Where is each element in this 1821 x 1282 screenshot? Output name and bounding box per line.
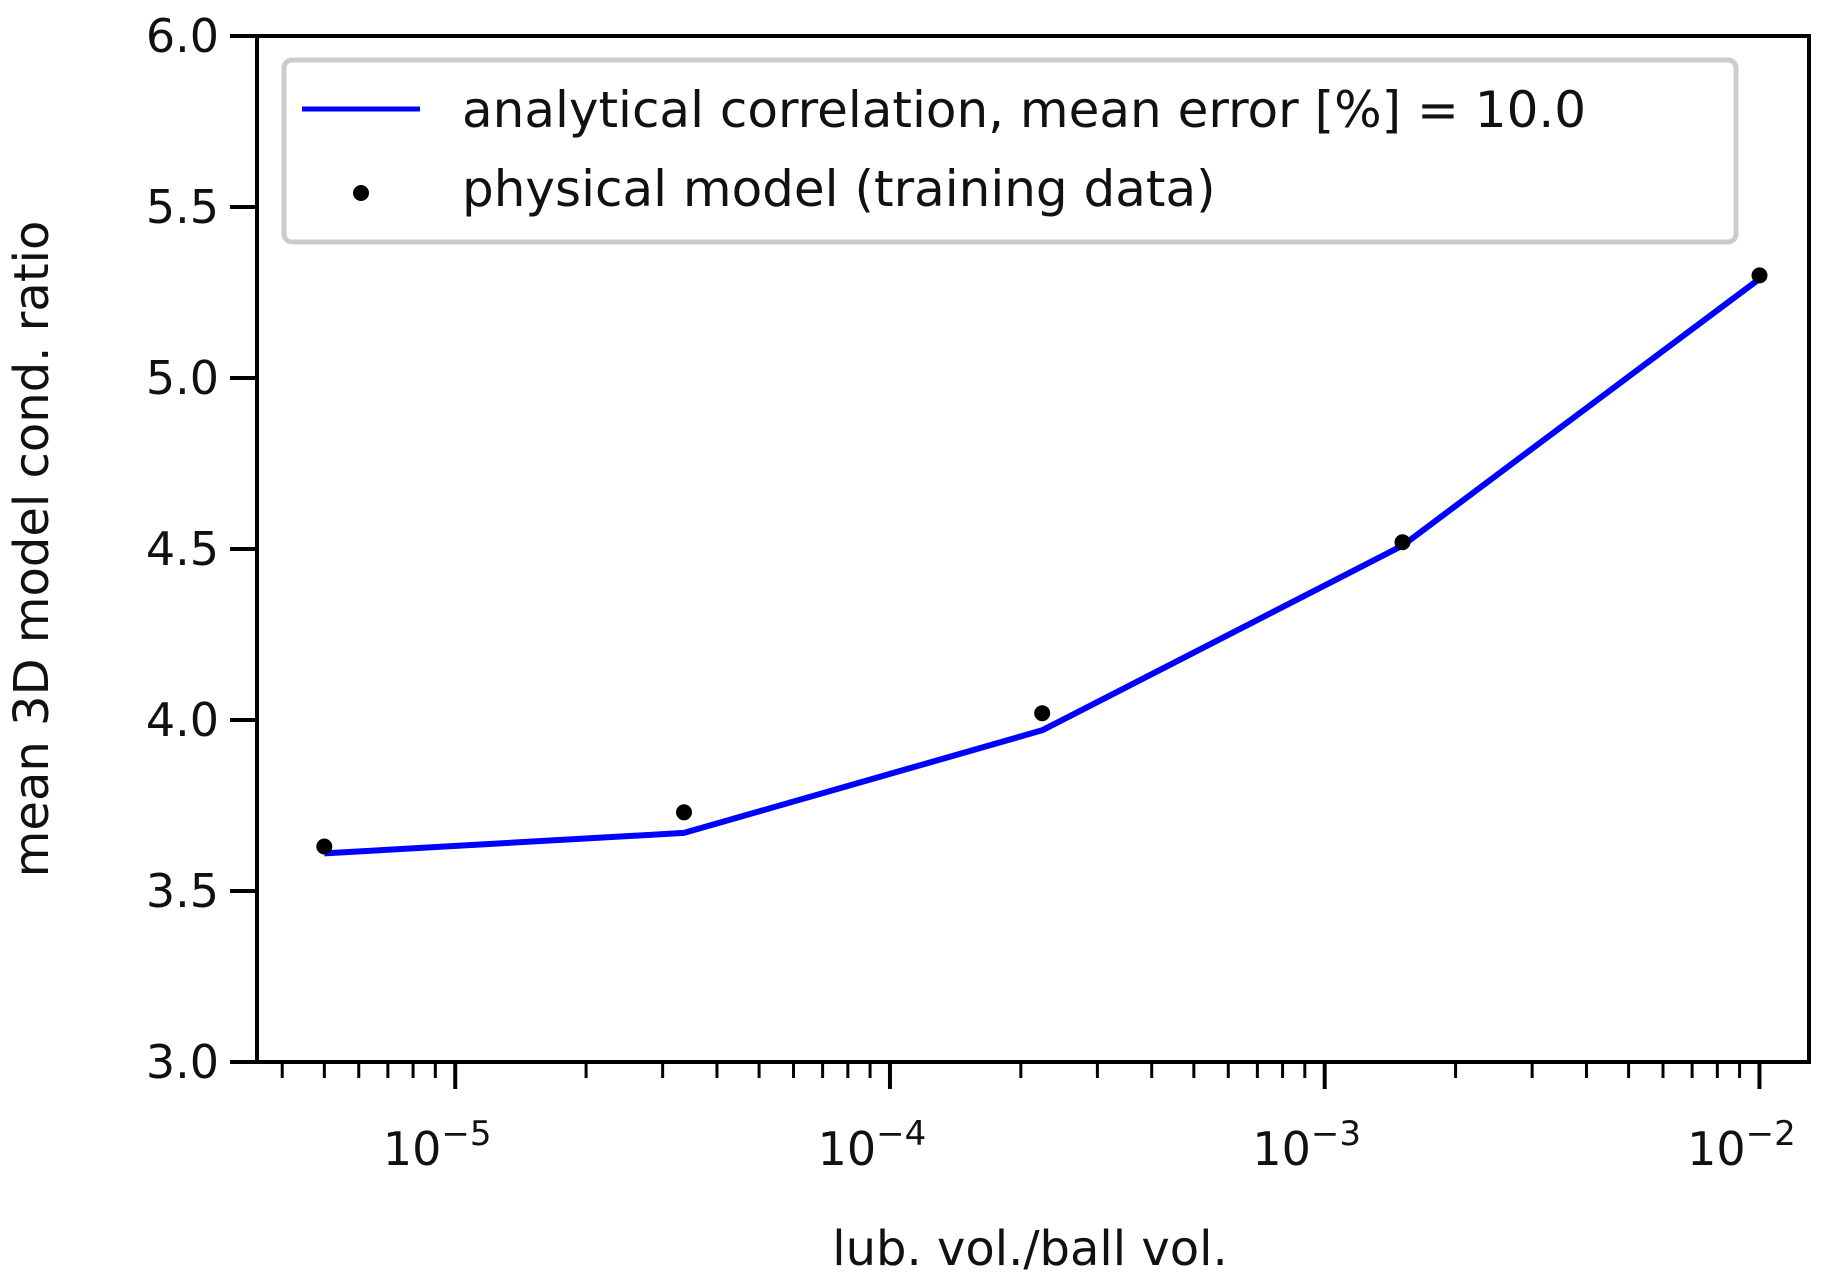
x-tick-label: 10−4 <box>818 1114 927 1176</box>
legend: analytical correlation, mean error [%] =… <box>281 57 1739 245</box>
x-minor-ticks <box>280 1062 1742 1078</box>
legend-marker-swatch <box>353 185 369 201</box>
y-tick-label: 4.5 <box>146 522 219 576</box>
x-tick-label-exponent: −3 <box>1311 1114 1361 1154</box>
data-point-physical <box>316 838 333 855</box>
x-tick-label: 10−2 <box>1687 1114 1796 1176</box>
x-tick-label-exponent: −2 <box>1746 1114 1796 1154</box>
legend-label-analytical: analytical correlation, mean error [%] =… <box>462 81 1586 139</box>
y-axis-label: mean 3D model cond. ratio <box>4 221 60 878</box>
x-axis-ticks: 10−5 10−4 10−3 10−2 <box>383 1062 1796 1176</box>
y-tick-label: 5.5 <box>146 180 219 234</box>
y-tick-label: 6.0 <box>146 9 219 63</box>
data-point-physical <box>1034 705 1051 722</box>
x-tick-label-base: 10 <box>818 1122 877 1176</box>
data-point-physical <box>1394 534 1411 551</box>
y-tick-label: 4.0 <box>146 693 219 747</box>
legend-box <box>281 57 1739 245</box>
legend-label-physical: physical model (training data) <box>462 160 1216 218</box>
x-tick-label-base: 10 <box>1687 1122 1746 1176</box>
x-tick-label-base: 10 <box>1252 1122 1311 1176</box>
data-point-physical <box>676 804 692 821</box>
plot-frame <box>255 34 1811 1064</box>
x-tick-label: 10−3 <box>1252 1114 1361 1176</box>
y-tick-label: 3.5 <box>146 864 219 918</box>
x-tick-label: 10−5 <box>383 1114 492 1176</box>
x-tick-label-exponent: −4 <box>876 1114 926 1154</box>
y-axis-ticks: 3.0 3.5 4.0 4.5 5.0 5.5 6.0 <box>146 9 257 1089</box>
x-tick-label-base: 10 <box>383 1122 442 1176</box>
series-layer <box>316 267 1768 857</box>
x-tick-label-exponent: −5 <box>441 1114 491 1154</box>
x-axis-label: lub. vol./ball vol. <box>832 1221 1227 1277</box>
y-tick-label: 5.0 <box>146 351 219 405</box>
data-point-physical <box>1751 267 1768 284</box>
series-line-analytical <box>324 276 1762 857</box>
y-tick-label: 3.0 <box>146 1035 219 1089</box>
